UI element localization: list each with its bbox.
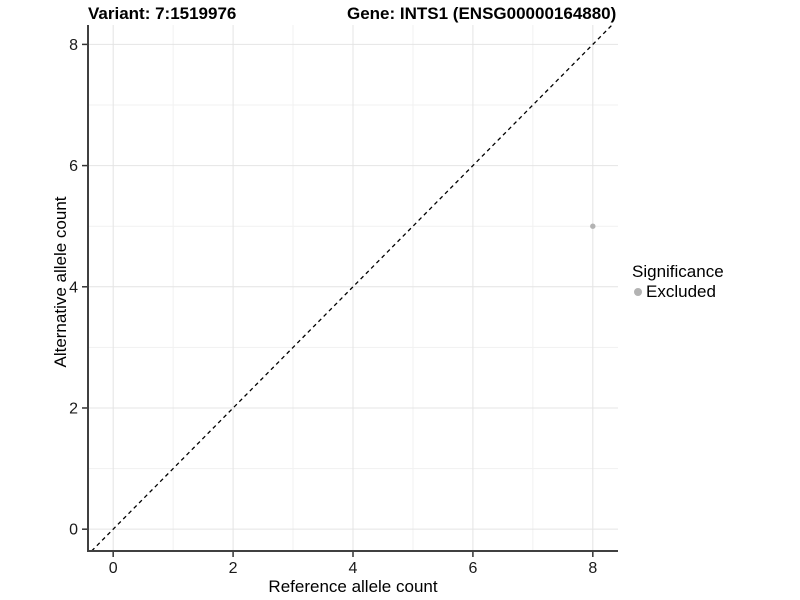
x-tick-label: 4 (349, 560, 358, 577)
data-point-excluded (590, 223, 596, 229)
legend-title: Significance (632, 262, 724, 281)
x-tick-label: 8 (588, 560, 597, 577)
x-axis-title: Reference allele count (268, 577, 438, 596)
excluded-swatch-icon (634, 288, 642, 296)
legend: Significance Excluded (632, 262, 724, 302)
y-axis-title: Alternative allele count (51, 196, 70, 368)
x-tick-label: 6 (468, 560, 477, 577)
y-tick-label: 4 (69, 279, 78, 296)
x-tick-label: 2 (229, 560, 238, 577)
y-tick-label: 8 (69, 37, 78, 54)
y-tick-label: 0 (69, 522, 78, 539)
legend-item-excluded: Excluded (632, 282, 724, 302)
legend-item-label: Excluded (646, 282, 716, 301)
y-tick-label: 6 (69, 158, 78, 175)
y-tick-label: 2 (69, 400, 78, 417)
variant-title: Variant: 7:1519976 (88, 4, 237, 23)
identity-dashed-line (91, 24, 613, 552)
gene-title: Gene: INTS1 (ENSG00000164880) (347, 4, 617, 23)
x-tick-label: 0 (109, 560, 118, 577)
